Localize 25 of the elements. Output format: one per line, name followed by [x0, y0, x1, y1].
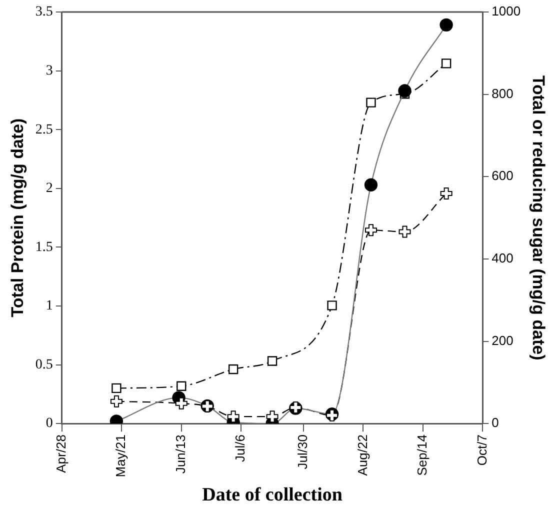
y2-axis-title: Total or reducing sugar (mg/g date) — [529, 75, 548, 360]
y-tick-label: 1 — [46, 298, 53, 314]
y2-tick-label: 200 — [492, 332, 514, 348]
y-tick-label: 0 — [46, 416, 53, 432]
x-tick-label: Aug/22 — [354, 434, 370, 476]
y-tick-label: 2.5 — [35, 122, 53, 138]
x-tick-label: Apr/28 — [53, 434, 68, 473]
y2-tick-label: 600 — [492, 168, 514, 184]
x-axis-title: Date of collection — [202, 484, 343, 506]
x-tick-label: Jul/30 — [295, 434, 310, 470]
x-tick-label: May/21 — [113, 434, 128, 478]
x-tick-label: Sep/14 — [414, 434, 430, 476]
y-tick-label: 3.5 — [35, 4, 53, 20]
y2-tick-label: 800 — [492, 86, 514, 101]
y2-tick-label: 0 — [492, 415, 499, 430]
y-tick-label: 3 — [46, 63, 53, 78]
y-tick-label: 2 — [46, 181, 53, 196]
y-axis-title: Total Protein (mg/g date) — [8, 118, 27, 318]
x-tick-label: Oct/7 — [474, 434, 490, 466]
y2-tick-label: 400 — [492, 250, 514, 266]
y-tick-label: 1.5 — [35, 240, 53, 255]
x-tick-label: Jul/6 — [232, 434, 248, 462]
x-tick-label: Jun/13 — [172, 434, 188, 474]
y2-tick-label: 1000 — [492, 4, 521, 19]
y-tick-label: 0.5 — [35, 357, 53, 372]
